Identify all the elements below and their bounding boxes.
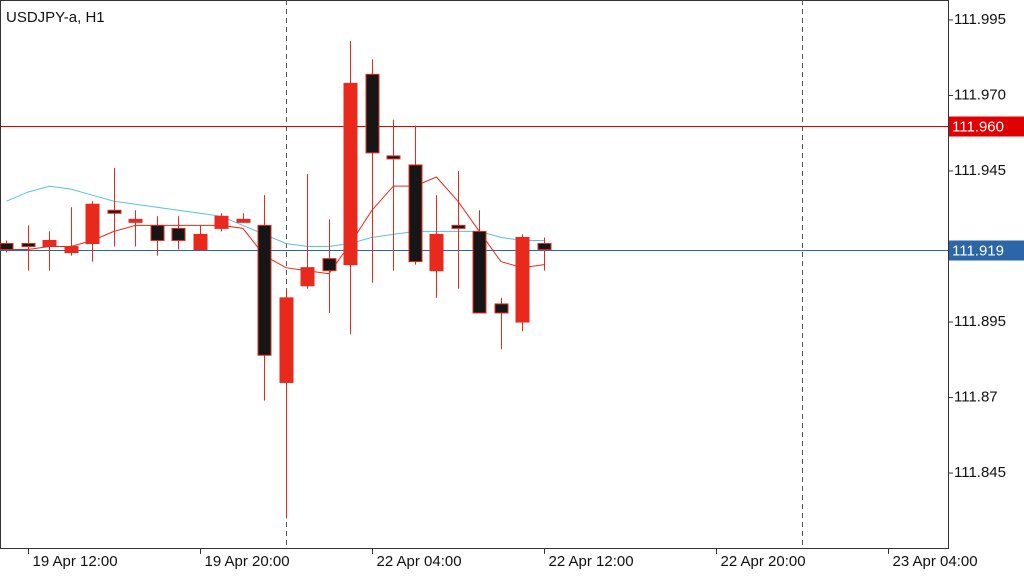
price-tag (949, 240, 1024, 261)
candle-body (21, 242, 36, 248)
candle-body (494, 303, 509, 314)
candle-body (85, 203, 100, 244)
moving-average (6, 185, 544, 247)
price-tag (949, 116, 1024, 137)
y-tick-label: 111.970 (954, 86, 1006, 103)
candle-body (300, 267, 315, 287)
y-tick-label: 111.995 (954, 11, 1006, 28)
candle-body (322, 258, 337, 272)
candle-body (42, 239, 57, 248)
candle-body (343, 82, 358, 266)
candle-body (257, 224, 272, 356)
y-tick-label: 111.895 (954, 313, 1006, 330)
candle-body (537, 242, 552, 251)
candle-body (451, 224, 466, 229)
price-label: 111.919 (952, 242, 1004, 259)
candle-body (236, 218, 251, 223)
candle-body (64, 246, 79, 254)
candle-body (472, 230, 487, 314)
candle-body (386, 155, 401, 160)
candle-body (429, 233, 444, 272)
candle-body (408, 164, 423, 263)
x-tick-label: 19 Apr 20:00 (205, 553, 290, 570)
candle-body (365, 73, 380, 154)
price-label: 111.960 (952, 118, 1004, 135)
y-tick-label: 111.87 (954, 389, 998, 406)
y-tick-label: 111.845 (954, 464, 1006, 481)
x-tick-label: 22 Apr 04:00 (377, 553, 462, 570)
chart-title: USDJPY-a, H1 (6, 9, 105, 26)
x-tick-label: 22 Apr 20:00 (721, 553, 806, 570)
candle-body (0, 242, 14, 251)
x-tick-label: 19 Apr 12:00 (33, 553, 118, 570)
candle-body (128, 218, 143, 223)
candle-body (214, 215, 229, 229)
candle-body (107, 209, 122, 214)
candle-body (279, 297, 294, 383)
candle-body (171, 227, 186, 241)
y-tick-label: 111.945 (954, 162, 1006, 179)
candle-body (150, 224, 165, 241)
x-tick-label: 23 Apr 04:00 (893, 553, 978, 570)
x-tick-label: 22 Apr 12:00 (549, 553, 634, 570)
candle-body (193, 233, 208, 251)
candle-body (515, 236, 530, 323)
